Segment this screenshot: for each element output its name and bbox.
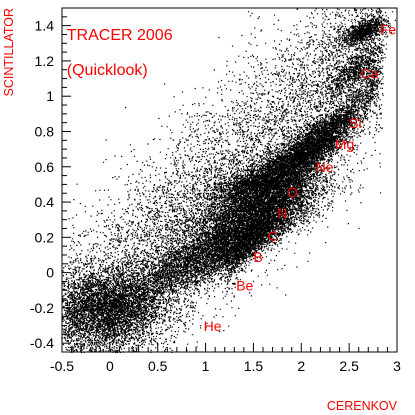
x-tick-label: 2 [297, 358, 305, 374]
data-points [62, 8, 396, 354]
plot-frame [61, 7, 398, 353]
annotation-o: O [287, 184, 298, 200]
x-tick-label: -0.5 [50, 358, 74, 374]
y-tick-label: 0.4 [35, 194, 55, 210]
annotation-mg: Mg [335, 136, 354, 152]
annotation-c: C [268, 228, 278, 244]
y-tick-label: -0.2 [30, 300, 54, 316]
axis-ticks [61, 16, 398, 352]
scatter-points [62, 8, 396, 354]
annotation-ca: Ca [361, 66, 379, 82]
x-tick-label: 0.5 [148, 358, 168, 374]
y-tick-label: 0.6 [35, 159, 55, 175]
annotation-he: He [204, 318, 222, 334]
annotation-fe: Fe [380, 21, 397, 37]
annotation-be: Be [236, 277, 253, 293]
annotation-n: N [277, 205, 287, 221]
y-tick-label: 0.2 [35, 229, 55, 245]
x-tick-label: 3 [393, 358, 401, 374]
y-tick-label: 1.2 [35, 53, 55, 69]
y-tick-label: 1 [46, 88, 54, 104]
x-tick-label: 2.5 [339, 358, 359, 374]
annotation-b: B [253, 249, 262, 265]
y-tick-label: 1.4 [35, 18, 55, 34]
tick-labels: -0.5 0 0.5 1 1.5 2 2.5 3 -0.4 -0.2 0 0.2 0.4 0.6 0.8 1 1… [30, 18, 401, 374]
x-tick-label: 0 [106, 358, 114, 374]
y-tick-label: 0.8 [35, 123, 55, 139]
x-axis-title: CERENKOV [327, 399, 398, 413]
annotation-tracer-2006: TRACER 2006 [67, 27, 173, 44]
annotation-si: Si [349, 115, 361, 131]
x-tick-label: 1 [202, 358, 210, 374]
annotation-ne: Ne [316, 159, 334, 175]
y-tick-label: -0.4 [30, 335, 54, 351]
x-tick-label: 1.5 [244, 358, 264, 374]
y-axis-title: SCINTILLATOR [2, 8, 16, 96]
y-tick-label: 0 [46, 265, 54, 281]
annotation-quicklook: (Quicklook) [67, 62, 148, 79]
